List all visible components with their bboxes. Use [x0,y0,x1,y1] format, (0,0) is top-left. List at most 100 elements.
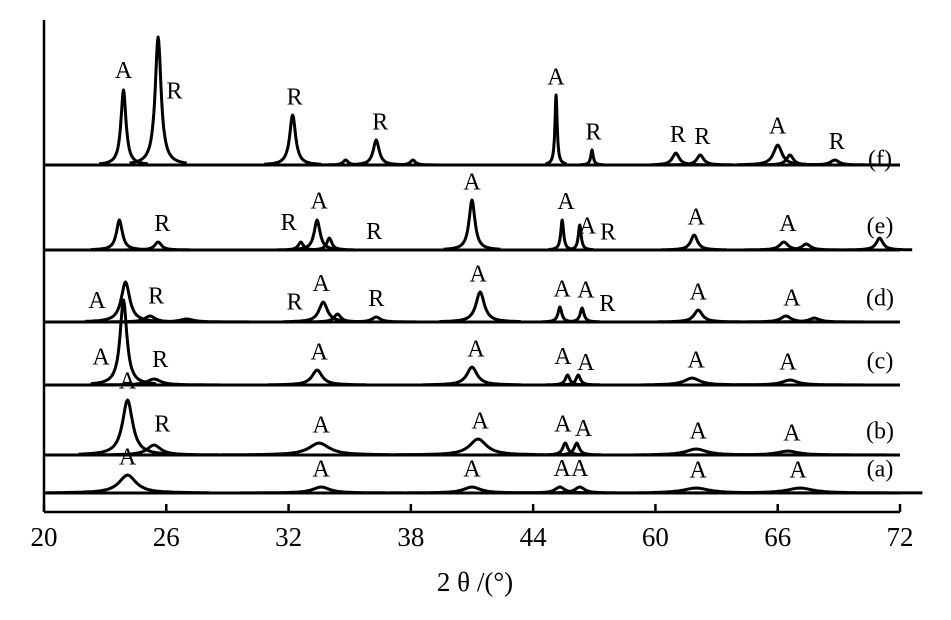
peak [267,368,367,387]
peak [562,306,602,324]
peak-label: A [88,288,106,314]
peak [100,314,200,324]
peak-label: A [779,211,797,237]
peak [742,240,826,252]
x-tick-label: 72 [887,522,914,552]
peak [387,158,439,167]
peak-label: A [313,456,331,482]
peak [716,378,864,387]
peak [793,158,876,167]
peak-label: R [372,109,388,135]
peak [667,153,734,167]
peak-label: A [467,336,485,362]
peak [396,437,544,457]
peak-label: R [366,219,382,245]
peak-label: A [547,64,565,90]
peak [121,317,252,324]
peak-label: R [829,129,845,155]
x-tick-label: 32 [275,522,302,552]
peak-label: A [690,279,708,305]
peak-label: A [310,188,328,214]
peak-label: A [575,416,593,442]
peak-label: R [368,286,384,312]
peak-label: A [313,412,331,438]
peak-label: A [463,169,481,195]
peak-label: R [287,84,303,110]
peak-label: R [600,219,616,245]
peak-label: A [554,344,572,370]
peak-label: R [148,284,164,310]
peak [555,373,601,387]
peak-label: R [287,289,303,315]
peak-label: A [313,271,331,297]
peak [533,485,626,495]
peak-label: A [310,339,328,365]
peak-label: A [779,349,797,375]
peak [78,398,177,456]
peak-label: A [789,457,807,483]
peak-label: A [579,213,597,239]
peak-label: R [152,347,168,373]
peak-label: R [670,122,686,148]
peak [304,236,355,252]
x-tick-label: 44 [520,522,548,552]
peak [846,236,913,252]
peak-label: R [281,210,297,236]
peak-label: R [154,211,170,237]
peak [442,198,502,251]
peak-label: A [688,204,706,230]
peak [544,93,568,166]
peak-label: A [115,58,133,84]
peak [263,113,322,166]
peak-label: A [769,113,787,139]
peak [690,449,886,457]
series-label: (a) [867,457,894,483]
peak-label: R [166,78,182,104]
peak-label: A [577,277,595,303]
peak [765,242,848,252]
peak [239,485,403,495]
peak [545,373,590,387]
peak-label: R [599,291,615,317]
x-axis-title: 2 θ /(°) [437,567,513,597]
peak [46,473,210,495]
peak-label: A [783,285,801,311]
peak [335,315,418,324]
peak-label: A [554,412,572,438]
peak-label: A [557,189,575,215]
peak-label: A [690,457,708,483]
peak-label: A [119,369,137,395]
peak-label: R [586,119,602,145]
peak-label: A [690,418,708,444]
series-label: (f) [868,147,892,173]
x-tick-label: 66 [764,522,791,552]
peak [657,308,740,324]
peak-label: A [554,276,572,302]
peak-label: A [119,444,137,470]
peak [736,314,836,324]
peak [88,443,220,457]
x-tick-label: 26 [153,522,180,552]
series-label: (e) [867,214,894,240]
peak-label: A [571,456,589,482]
peak [578,148,606,167]
peak [128,35,188,165]
peak [98,88,149,166]
peak-label: R [694,124,710,150]
peak [564,223,595,252]
series-label: (b) [866,419,894,445]
peak [124,240,192,252]
peak [677,486,923,495]
peak-label: A [783,420,801,446]
peak [649,151,710,167]
peak-label: A [554,456,572,482]
peak [765,316,864,324]
x-tick-label: 20 [31,522,58,552]
peak [438,290,522,323]
peak-label: A [688,347,706,373]
peak-label: R [154,412,170,438]
series-label: (c) [867,349,894,375]
peak-label: A [577,350,595,376]
